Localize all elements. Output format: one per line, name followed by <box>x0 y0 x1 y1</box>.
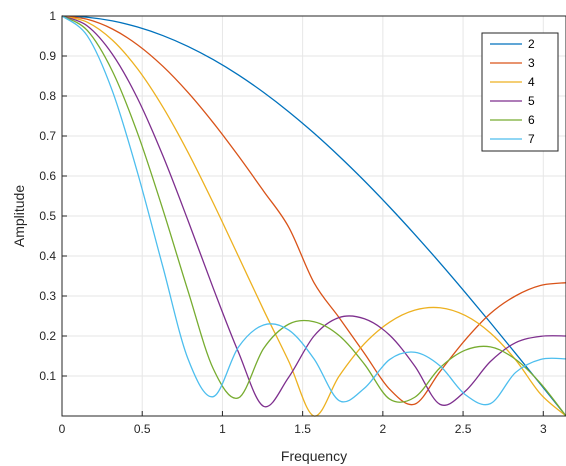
legend-label-5: 5 <box>528 94 535 108</box>
y-tick-label: 0.5 <box>39 209 56 223</box>
x-tick-label: 2 <box>380 422 387 436</box>
series-line-6 <box>61 15 566 417</box>
legend-label-7: 7 <box>528 132 535 146</box>
x-axis: 0 0.5 1 1.5 2 2.5 3 <box>59 411 547 436</box>
legend-label-3: 3 <box>528 56 535 70</box>
series-line-5 <box>61 15 566 408</box>
legend: 2 3 4 5 6 7 <box>481 32 559 152</box>
x-tick-label: 2.5 <box>455 422 472 436</box>
legend-label-2: 2 <box>528 37 535 51</box>
x-tick-label: 1 <box>219 422 226 436</box>
series-line-7 <box>61 15 566 406</box>
legend-label-6: 6 <box>528 113 535 127</box>
y-tick-label: 0.7 <box>39 129 56 143</box>
x-tick-label: 0 <box>59 422 66 436</box>
series-line-3 <box>61 15 566 406</box>
y-axis-label: Amplitude <box>11 185 27 247</box>
legend-box <box>481 32 559 152</box>
legend-label-4: 4 <box>528 75 535 89</box>
y-tick-label: 1 <box>49 9 56 23</box>
y-axis: 0.1 0.2 0.3 0.4 0.5 0.6 0.7 0.8 0.9 1 <box>39 9 67 383</box>
y-tick-label: 0.1 <box>39 369 56 383</box>
x-axis-label: Frequency <box>281 448 347 464</box>
y-tick-label: 0.3 <box>39 289 56 303</box>
series-lines <box>61 15 566 417</box>
x-tick-label: 0.5 <box>134 422 151 436</box>
y-tick-label: 0.8 <box>39 89 56 103</box>
series-line-2 <box>61 15 566 417</box>
y-tick-label: 0.4 <box>39 249 56 263</box>
grid-lines <box>61 15 566 416</box>
y-tick-label: 0.6 <box>39 169 56 183</box>
x-tick-label: 3 <box>540 422 547 436</box>
x-tick-label: 1.5 <box>294 422 311 436</box>
y-tick-label: 0.2 <box>39 329 56 343</box>
y-tick-label: 0.9 <box>39 49 56 63</box>
